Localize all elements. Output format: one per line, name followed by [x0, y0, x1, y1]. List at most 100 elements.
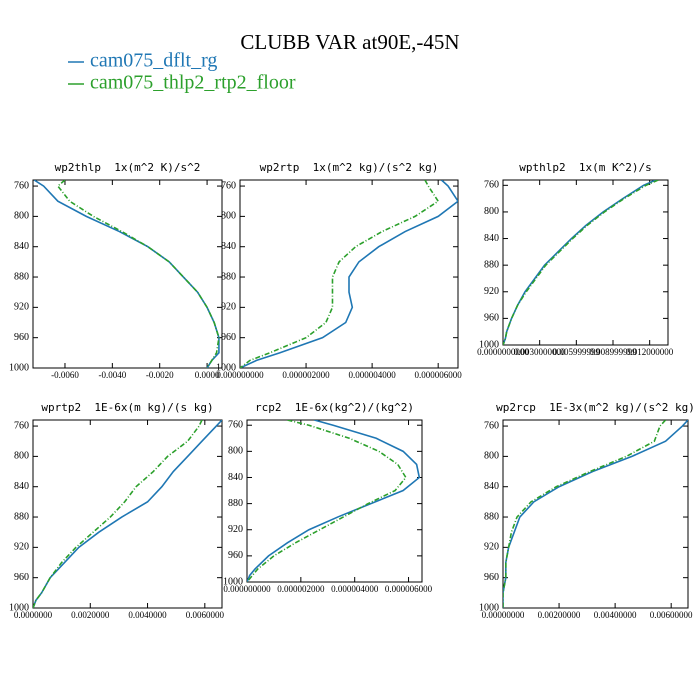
- panel: wp2thlp 1x(m^2 K)/s^2 760 800 840 880 920 960 1…: [9, 161, 223, 380]
- y-tick-label: 760: [14, 420, 29, 431]
- x-tick-label: 0.00000000: [482, 610, 525, 620]
- x-tick-label: 0.0000: [195, 370, 220, 380]
- y-tick-label: 840: [14, 241, 29, 252]
- legend-entry: cam075_dflt_rg: [90, 50, 217, 72]
- plot-frame: [502, 179, 669, 346]
- y-tick-label: 960: [228, 550, 243, 561]
- series-line: [56, 180, 220, 368]
- x-tick-label: 0.00400000: [594, 610, 637, 620]
- x-tick-label: 0.0040000: [128, 610, 167, 620]
- series-line: [503, 180, 659, 345]
- x-tick-label: 0.0000000: [14, 610, 53, 620]
- x-tick-label: 0.000002000: [277, 584, 325, 594]
- x-tick-label: 0.012000000: [626, 347, 674, 357]
- plot-frame: [502, 419, 689, 609]
- y-tick-label: 1000: [9, 362, 29, 373]
- x-tick-label: 0.0000000000: [477, 347, 529, 357]
- x-tick-label: 0.0030000000: [514, 347, 566, 357]
- y-tick-label: 760: [484, 180, 499, 191]
- panel: wprtp2 1E-6x(m kg)/(s kg) 760 800 840 880 920…: [9, 401, 224, 620]
- plot-frame: [32, 419, 223, 609]
- x-tick-label: 0.000002000: [282, 370, 330, 380]
- panel: wpthlp2 1x(m K^2)/s 760 800 840 880 920 960 100…: [477, 161, 674, 357]
- y-tick-label: 840: [484, 233, 499, 244]
- y-tick-label: 760: [14, 180, 29, 191]
- x-tick-label: 0.000000000: [216, 370, 264, 380]
- y-tick-label: 840: [14, 481, 29, 492]
- series-line: [33, 420, 222, 608]
- y-tick-label: 960: [484, 313, 499, 324]
- y-tick-label: 760: [221, 180, 236, 191]
- series-line: [240, 180, 440, 368]
- series-line: [247, 420, 407, 582]
- series-line: [33, 180, 220, 368]
- legend-entry: cam075_thlp2_rtp2_floor: [90, 72, 296, 94]
- y-tick-label: 920: [14, 302, 29, 313]
- panel-title: rcp2 1E-6x(kg^2)/(kg^2): [255, 401, 414, 414]
- y-tick-label: 1000: [479, 339, 499, 350]
- y-tick-label: 960: [14, 332, 29, 343]
- y-tick-label: 760: [484, 420, 499, 431]
- x-tick-label: 0.008999999: [589, 347, 637, 357]
- y-tick-label: 960: [484, 572, 499, 583]
- y-tick-label: 880: [484, 259, 499, 270]
- y-tick-label: 920: [14, 542, 29, 553]
- y-tick-label: 840: [221, 241, 236, 252]
- series-line: [33, 420, 203, 608]
- series-line: [240, 180, 458, 368]
- y-tick-label: 1000: [9, 602, 29, 613]
- series-line: [503, 420, 667, 608]
- y-tick-label: 880: [228, 498, 243, 509]
- y-tick-label: 840: [484, 481, 499, 492]
- x-tick-label: 0.000006000: [385, 584, 433, 594]
- series-line: [503, 420, 688, 608]
- x-tick-label: 0.005999999: [553, 347, 601, 357]
- x-tick-label: 0.000004000: [348, 370, 396, 380]
- y-tick-label: 800: [14, 451, 29, 462]
- panel-title: wp2rtp 1x(m^2 kg)/(s^2 kg): [260, 161, 439, 174]
- y-tick-label: 800: [221, 211, 236, 222]
- panel-title: wpthlp2 1x(m K^2)/s: [519, 161, 651, 174]
- x-tick-label: 0.000000000: [223, 584, 271, 594]
- y-tick-label: 800: [484, 451, 499, 462]
- panel-title: wprtp2 1E-6x(m kg)/(s kg): [41, 401, 213, 414]
- y-tick-label: 880: [14, 271, 29, 282]
- y-tick-label: 1000: [479, 602, 499, 613]
- x-tick-label: -0.0020: [146, 370, 174, 380]
- y-tick-label: 880: [484, 511, 499, 522]
- panel-title: wp2thlp 1x(m^2 K)/s^2: [55, 161, 201, 174]
- x-tick-label: 0.0020000: [71, 610, 110, 620]
- plot-frame: [246, 419, 423, 583]
- y-tick-label: 840: [228, 472, 243, 483]
- x-tick-label: 0.000004000: [331, 584, 379, 594]
- series-line: [247, 420, 421, 582]
- y-tick-label: 800: [14, 211, 29, 222]
- panel-title: wp2rcp 1E-3x(m^2 kg)/(s^2 kg): [496, 401, 695, 414]
- plot-frame: [32, 179, 223, 369]
- x-tick-label: 0.000006000: [415, 370, 463, 380]
- x-tick-label: -0.0040: [98, 370, 126, 380]
- x-tick-label: 0.0060000: [186, 610, 225, 620]
- y-tick-label: 920: [484, 542, 499, 553]
- panel: rcp2 1E-6x(kg^2)/(kg^2) 760 800 840 880 920 96…: [223, 401, 433, 594]
- y-tick-label: 880: [221, 271, 236, 282]
- plot-frame: [239, 179, 459, 369]
- y-tick-label: 880: [14, 511, 29, 522]
- y-tick-label: 920: [484, 286, 499, 297]
- y-tick-label: 800: [228, 446, 243, 457]
- figure-title: CLUBB VAR at90E,-45N: [240, 30, 459, 54]
- panel: wp2rcp 1E-3x(m^2 kg)/(s^2 kg) 760 800 840 88…: [479, 401, 695, 620]
- x-tick-label: -0.0060: [51, 370, 79, 380]
- y-tick-label: 1000: [216, 362, 236, 373]
- y-tick-label: 920: [221, 302, 236, 313]
- y-tick-label: 920: [228, 524, 243, 535]
- panel: wp2rtp 1x(m^2 kg)/(s^2 kg) 760 800 840 880 92…: [216, 161, 462, 380]
- x-tick-label: 0.00200000: [538, 610, 581, 620]
- y-tick-label: 760: [228, 420, 243, 431]
- y-tick-label: 960: [14, 572, 29, 583]
- y-tick-label: 960: [221, 332, 236, 343]
- y-tick-label: 1000: [223, 576, 243, 587]
- y-tick-label: 800: [484, 206, 499, 217]
- series-line: [503, 180, 657, 345]
